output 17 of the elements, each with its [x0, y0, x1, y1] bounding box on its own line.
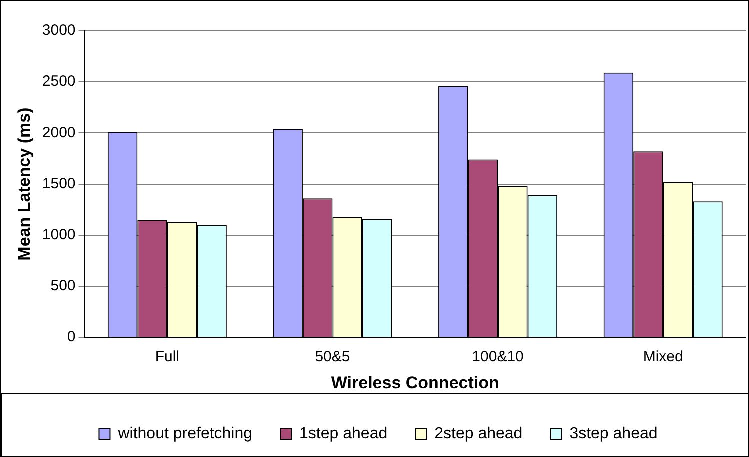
x-tick-label: 50&5: [315, 348, 350, 366]
y-tick-label: 2500: [42, 73, 76, 90]
x-tick-label: Full: [155, 348, 180, 366]
x-tick-label: 100&10: [472, 348, 524, 366]
legend-label: without prefetching: [117, 425, 253, 442]
y-tick-label: 1500: [42, 175, 76, 192]
y-tick-label: 0: [67, 328, 76, 346]
x-tick-label: Mixed: [643, 348, 684, 366]
y-axis-title: Mean Latency (ms): [14, 108, 34, 261]
legend-label: 2step ahead: [434, 425, 523, 442]
y-tick-label: 500: [50, 278, 76, 295]
legend-label: 1step ahead: [300, 425, 388, 442]
y-tick-label: 1000: [42, 226, 76, 244]
legend-label: 3step ahead: [570, 425, 658, 442]
y-tick-label: 3000: [42, 22, 76, 40]
x-axis-title: Wireless Connection: [331, 373, 500, 392]
y-tick-label: 2000: [42, 124, 76, 142]
